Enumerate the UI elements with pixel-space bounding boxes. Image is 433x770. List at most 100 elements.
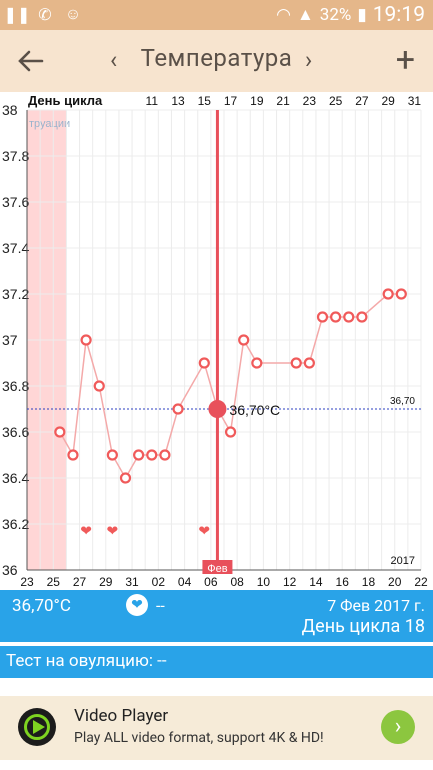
ad-title: Video Player [74,706,169,726]
battery-percent: 32% [319,5,352,25]
battery-icon: ▮ [357,5,367,25]
cycle-day-tick: 11 [146,94,159,108]
selected-day-info: 36,70°C ❤ -- 7 Фев 2017 г. День цикла 18 [0,590,433,642]
y-tick-label: 37.2 [2,286,29,302]
previous-chevron-icon[interactable]: ‹ [110,46,118,74]
temperature-point [80,334,92,346]
date-tick: 10 [257,575,271,589]
temperature-point [395,288,407,300]
date-tick: 23 [20,575,34,589]
date-tick: 18 [362,575,376,589]
temperature-point [303,357,315,369]
month-badge [202,560,233,574]
app-toolbar: ‹ Температура › + [0,30,433,92]
video-player-logo-icon [18,708,56,746]
wifi-icon: ◠ [276,5,291,25]
date-tick: 02 [152,575,166,589]
date-tick: 08 [230,575,244,589]
month-label: Фев [207,563,227,575]
date-tick: 04 [178,575,192,589]
temperature-chart[interactable]: труации 38 37.8 37.6 37.4 37.2 37 36.8 36.6 36.4 3… [0,92,433,590]
heart-icon[interactable]: ❤ [126,594,148,616]
ad-banner[interactable]: Video Player Play ALL video format, supp… [0,696,433,760]
next-chevron-icon[interactable]: › [305,46,313,74]
date-tick: 14 [309,575,323,589]
clock: 19:19 [372,3,425,27]
period-label: труации [29,118,70,130]
intercourse-heart-icon: ❤ [198,524,210,540]
temperature-point [159,449,171,461]
cycle-day-tick: 15 [198,94,212,108]
temperature-point [356,311,368,323]
coverline-label: 36,70 [390,396,415,407]
temperature-point [290,357,302,369]
y-tick-label: 37.8 [2,148,29,164]
chart-canvas[interactable]: труации 38 37.8 37.6 37.4 37.2 37 36.8 36.6 36.4 3… [0,92,433,590]
selected-temperature: 36,70°C [12,596,71,616]
y-tick-label: 36.8 [2,378,29,394]
temperature-point [238,334,250,346]
date-tick: 20 [388,575,402,589]
year-label: 2017 [391,555,415,567]
y-tick-label: 36 [2,562,18,578]
temperature-point [330,311,342,323]
cycle-day-tick: 17 [224,94,238,108]
y-tick-label: 38 [2,102,18,118]
y-tick-label: 36.4 [2,470,29,486]
date-tick: 27 [73,575,87,589]
signal-icon: ▲ [296,5,314,25]
temperature-point [119,472,132,484]
selected-date: 7 Фев 2017 г. [327,596,425,615]
temperature-point [93,380,105,392]
cycle-day-tick: 31 [408,94,422,108]
temperature-point [316,311,329,323]
y-tick-label: 36.2 [2,516,29,532]
date-tick: 16 [336,575,350,589]
add-icon[interactable]: + [395,40,415,80]
y-tick-label: 37.6 [2,194,29,210]
y-tick-label: 37.4 [2,240,29,256]
ovulation-test-row[interactable]: Тест на овуляцию: -- [0,646,433,678]
date-tick: 22 [414,575,428,589]
cycle-day-tick: 29 [381,94,395,108]
selected-point [208,400,227,418]
temperature-point [224,426,237,438]
cycle-day: День цикла 18 [301,616,425,637]
cycle-day-tick: 19 [250,94,264,108]
date-tick: 12 [283,575,297,589]
y-tick-label: 36.6 [2,424,29,440]
temperature-point [67,449,79,461]
cycle-day-tick: 27 [355,94,369,108]
temperature-point [198,357,210,369]
temperature-point [106,449,118,461]
ad-open-button[interactable]: › [381,710,415,744]
status-bar: ❚❚ ✆ ☺ ◠ ▲ 32% ▮ 19:19 [0,0,433,30]
temperature-point [146,449,158,461]
temperature-point [382,288,394,300]
date-tick: 25 [47,575,61,589]
temperature-point [251,357,263,369]
pause-icon: ❚❚ [3,4,31,24]
date-tick: 06 [204,575,218,589]
intercourse-heart-icon: ❤ [80,524,92,540]
cycle-day-tick: 25 [329,94,343,108]
app-icon: ☺ [64,4,82,23]
heart-note: -- [156,596,165,615]
temperature-point [133,449,145,461]
date-tick: 29 [99,575,113,589]
status-right: ◠ ▲ 32% ▮ 19:19 [276,3,425,27]
temperature-point [54,426,66,438]
cycle-axis-title: День цикла [28,93,103,108]
viber-icon: ✆ [38,4,52,24]
cycle-day-tick: 23 [303,94,317,108]
y-tick-label: 37 [2,332,18,348]
ovulation-test-label: Тест на овуляцию: -- [6,651,167,671]
temperature-point [343,311,355,323]
temperature-point [172,403,184,415]
cycle-day-tick: 13 [171,94,185,108]
page-title: Температура [140,44,293,72]
notification-icons: ❚❚ ✆ ☺ [3,4,82,24]
back-arrow-icon[interactable] [16,46,46,76]
date-tick: 31 [125,575,139,589]
intercourse-heart-icon: ❤ [106,524,118,540]
